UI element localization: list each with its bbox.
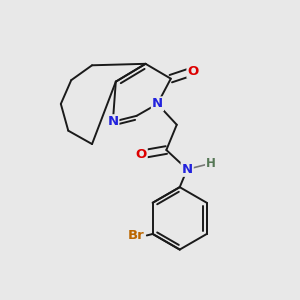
Text: N: N xyxy=(182,163,193,176)
Text: N: N xyxy=(152,98,163,110)
Text: O: O xyxy=(188,65,199,78)
Text: N: N xyxy=(107,115,118,128)
Text: O: O xyxy=(136,148,147,161)
Text: Br: Br xyxy=(128,229,145,242)
Text: H: H xyxy=(206,157,216,170)
